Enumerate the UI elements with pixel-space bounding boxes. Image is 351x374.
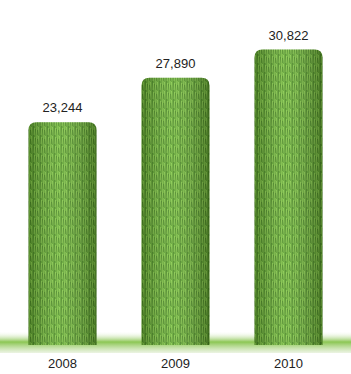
x-tick-label: 2009 xyxy=(161,356,190,371)
bar-group xyxy=(142,78,210,345)
bar xyxy=(29,122,97,345)
x-tick-label: 2008 xyxy=(48,356,77,371)
data-label: 30,822 xyxy=(269,28,309,43)
bar xyxy=(142,78,210,345)
chart: 23,244 27,890 30,822 2008 2009 2010 xyxy=(0,0,351,374)
data-label: 27,890 xyxy=(156,56,196,71)
bar xyxy=(255,50,323,345)
bars xyxy=(29,50,323,345)
bar-shade xyxy=(29,122,97,345)
data-label: 23,244 xyxy=(43,100,83,115)
bar-shade xyxy=(255,50,323,345)
chart-svg: 23,244 27,890 30,822 2008 2009 2010 xyxy=(0,0,351,374)
x-tick-label: 2010 xyxy=(274,356,303,371)
bar-group xyxy=(255,50,323,345)
bar-shade xyxy=(142,78,210,345)
bar-group xyxy=(29,122,97,345)
